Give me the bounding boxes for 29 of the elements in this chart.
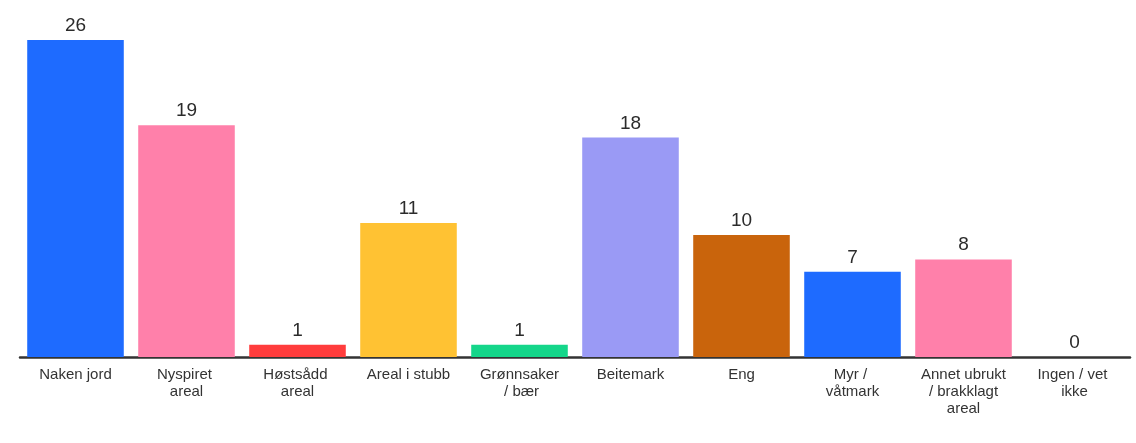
data-label: 8 xyxy=(958,233,969,255)
data-label: 18 xyxy=(619,111,642,133)
data-label: 11 xyxy=(398,196,419,218)
data-label: 7 xyxy=(847,245,858,267)
data-label: 26 xyxy=(64,14,87,35)
data-label: 1 xyxy=(292,318,303,340)
bar xyxy=(471,344,568,357)
x-tick-label: Annet ubrukt / brakklagt areal xyxy=(920,365,1007,416)
x-tick-label: Myr / våtmark xyxy=(825,365,880,399)
x-tick-label: Beitemark xyxy=(596,365,665,382)
bar xyxy=(360,222,457,357)
x-tick-label: Nyspiret areal xyxy=(156,365,217,399)
x-tick-label: Naken jord xyxy=(39,365,112,382)
data-label: 10 xyxy=(730,209,753,231)
bar xyxy=(693,235,790,357)
data-label: 0 xyxy=(1069,331,1080,352)
bar xyxy=(27,40,124,357)
x-tick-label: Eng xyxy=(728,365,755,382)
bar xyxy=(138,125,235,357)
x-tick-label: Grønnsaker / bær xyxy=(479,365,560,399)
x-tick-label: Høstsådd areal xyxy=(263,365,332,399)
data-label: 19 xyxy=(175,99,198,121)
x-tick-label: Ingen / vet ikke xyxy=(1037,365,1112,399)
data-label: 1 xyxy=(514,318,525,340)
x-tick-label: Areal i stubb xyxy=(366,365,451,382)
bar xyxy=(582,137,679,357)
bar xyxy=(804,271,901,357)
bar xyxy=(915,259,1012,357)
bar xyxy=(249,344,346,357)
